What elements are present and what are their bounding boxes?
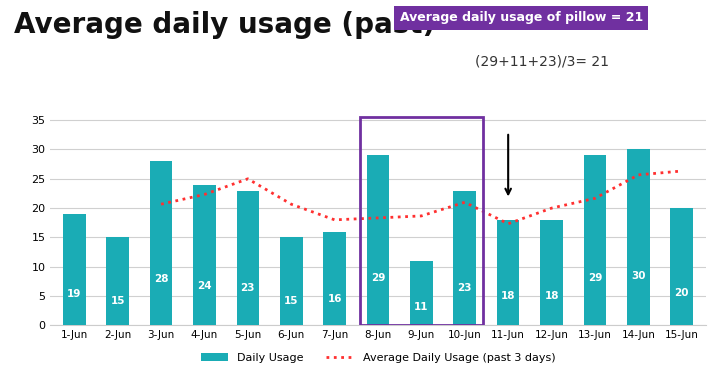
Bar	[237, 190, 259, 325]
Bar	[360, 117, 483, 325]
Text: 29: 29	[588, 273, 602, 283]
Legend: Daily Usage, Average Daily Usage (past 3 days): Daily Usage, Average Daily Usage (past 3…	[197, 349, 559, 368]
Bar	[63, 214, 86, 325]
Text: 23: 23	[240, 283, 255, 292]
Text: Average daily usage (past): Average daily usage (past)	[14, 11, 436, 39]
Text: 15: 15	[110, 296, 125, 306]
Bar	[410, 261, 433, 325]
Text: (29+11+23)/3= 21: (29+11+23)/3= 21	[475, 55, 609, 69]
Bar	[584, 155, 606, 325]
Bar	[497, 220, 519, 325]
Bar	[193, 185, 216, 325]
Bar	[540, 220, 563, 325]
Bar	[366, 155, 390, 325]
Bar	[280, 237, 302, 325]
Bar	[670, 208, 693, 325]
Text: 28: 28	[154, 275, 168, 284]
Bar	[454, 190, 476, 325]
Bar	[150, 161, 172, 325]
Text: 18: 18	[501, 291, 516, 301]
Bar	[627, 150, 649, 325]
Text: 15: 15	[284, 296, 299, 306]
Bar	[323, 232, 346, 325]
Text: 16: 16	[328, 294, 342, 304]
Text: 30: 30	[631, 271, 646, 281]
Text: 18: 18	[544, 291, 559, 301]
Text: 29: 29	[371, 273, 385, 283]
Bar	[107, 237, 129, 325]
Text: 11: 11	[414, 302, 428, 312]
Text: 19: 19	[67, 289, 81, 299]
Text: 23: 23	[457, 283, 472, 292]
Text: 24: 24	[197, 281, 212, 291]
Text: 20: 20	[675, 288, 689, 298]
Text: Average daily usage of pillow = 21: Average daily usage of pillow = 21	[400, 11, 643, 24]
